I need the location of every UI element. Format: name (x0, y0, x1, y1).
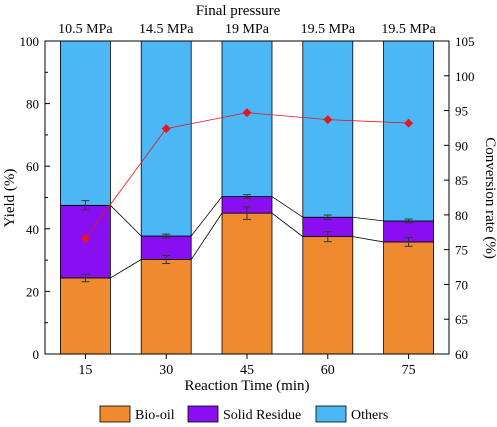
legend-label: Solid Residue (223, 408, 301, 423)
bar-bio-oil (60, 277, 111, 355)
axes: 0 20 40 60 80 100 60 65 70 75 80 85 90 95 100 105 15 30 45… (20, 34, 475, 378)
conversion-rate-point (161, 124, 171, 134)
connector-line (110, 205, 142, 237)
pressure-label: 19.5 MPa (381, 22, 436, 37)
connector-line (110, 259, 142, 279)
y2-tick-label: 85 (455, 173, 468, 188)
y2-tick-label: 100 (455, 69, 475, 84)
y2-tick-label: 95 (455, 104, 468, 119)
bar-others (221, 40, 273, 197)
conversion-rate-series (80, 108, 414, 244)
y2-tick-label: 90 (455, 138, 468, 153)
legend: Bio-oil Solid Residue Others (99, 405, 388, 423)
y2-tick-label: 60 (455, 347, 468, 362)
legend-swatch (315, 405, 347, 423)
legend-label: Others (351, 408, 388, 423)
bar-bio-oil (302, 236, 354, 355)
connector-line (190, 212, 223, 260)
y-axis-label: Yield (%) (2, 169, 18, 228)
connector-line (190, 196, 223, 237)
pressure-label: 10.5 MPa (58, 22, 113, 37)
y2-tick-label: 75 (455, 243, 468, 258)
y2-tick-label: 105 (455, 34, 475, 49)
chart-title: Final pressure (196, 3, 281, 19)
pressure-labels: 10.5 MPa 14.5 MPa 19 MPa 19.5 MPa 19.5 MPa (58, 22, 436, 37)
bar-others (60, 40, 111, 206)
y2-tick-label: 65 (455, 312, 468, 327)
legend-swatch (99, 405, 131, 423)
connector-line (271, 212, 304, 237)
connector-line (352, 216, 384, 222)
legend-swatch (187, 405, 219, 423)
x-tick-label: 15 (78, 363, 92, 378)
pressure-label: 14.5 MPa (139, 22, 194, 37)
x-tick-label: 30 (159, 363, 173, 378)
x-tick-label: 60 (321, 363, 335, 378)
bar-bio-oil (140, 259, 192, 355)
bar-others (140, 40, 192, 237)
pressure-label: 19 MPa (225, 22, 270, 37)
y-tick-label: 40 (26, 222, 39, 237)
x-axis-label: Reaction Time (min) (185, 378, 310, 394)
y-tick-label: 60 (26, 159, 39, 174)
y-tick-label: 0 (33, 347, 40, 362)
y2-tick-label: 70 (455, 277, 468, 292)
x-tick-label: 75 (402, 363, 416, 378)
connector-line (352, 236, 384, 243)
pressure-label: 19.5 MPa (301, 22, 356, 37)
y-tick-label: 100 (20, 34, 40, 49)
y2-tick-label: 80 (455, 208, 468, 223)
bar-bio-oil (383, 241, 435, 355)
bar-others (383, 40, 435, 222)
bar-connector-lines (110, 196, 384, 279)
y2-axis-label: Conversion rate (%) (482, 137, 497, 259)
bar-bio-oil (221, 212, 273, 355)
y-tick-label: 80 (26, 97, 39, 112)
legend-label: Bio-oil (135, 408, 175, 423)
conversion-rate-point (242, 108, 252, 118)
conversion-rate-point (323, 115, 333, 125)
conversion-rate-point (404, 118, 414, 128)
y-tick-label: 20 (26, 284, 39, 299)
bar-others (302, 40, 354, 218)
stacked-bars (60, 40, 435, 355)
connector-line (271, 196, 304, 218)
conversion-rate-point (80, 234, 90, 244)
x-tick-label: 45 (240, 363, 254, 378)
